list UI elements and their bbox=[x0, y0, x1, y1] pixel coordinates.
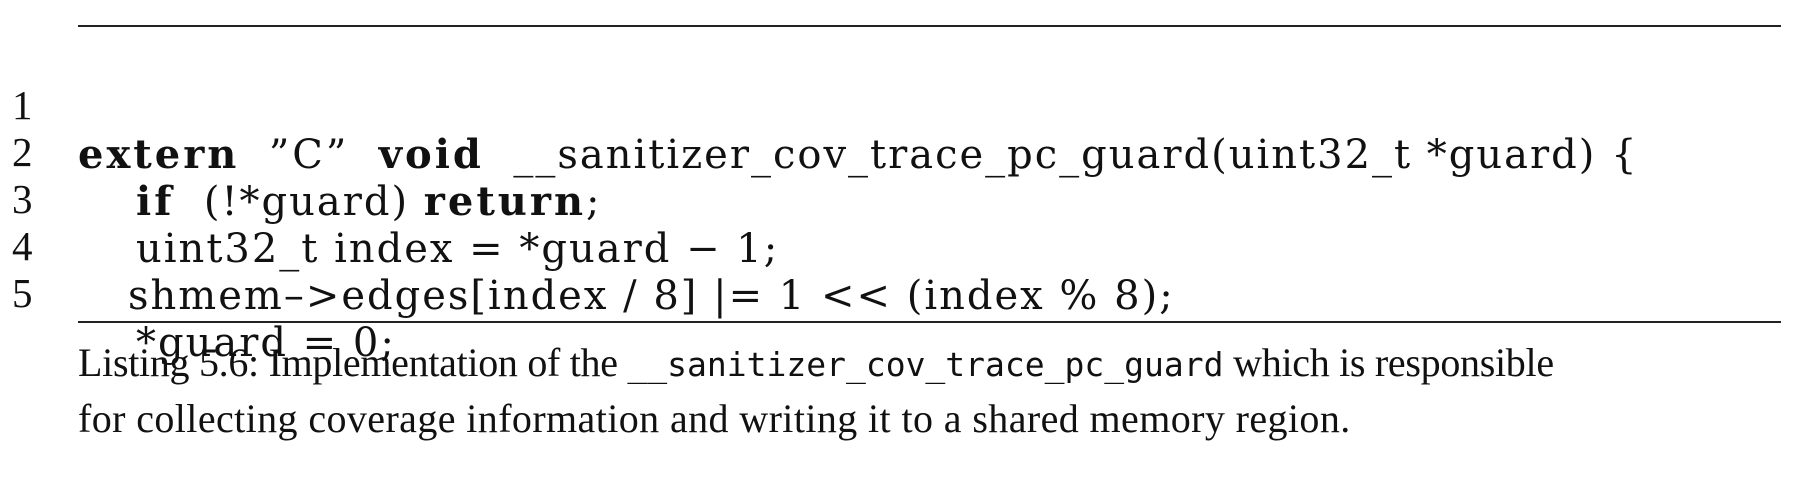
code-line-3: 3 uint32_t index = *guard − 1; bbox=[0, 124, 1817, 272]
caption-text-before: Implementation of the bbox=[268, 340, 618, 385]
line-number: 3 bbox=[12, 176, 33, 222]
keyword-return: return bbox=[423, 178, 587, 225]
code-line-1: 1 extern ”C” void __sanitizer_cov_trace_… bbox=[0, 30, 1817, 178]
caption-label: Listing 5.6: bbox=[78, 340, 259, 385]
caption-text-after: which is responsible bbox=[1233, 340, 1554, 385]
code-line-4: 4 shmem–>edges[index / 8] |= 1 << (index… bbox=[0, 171, 1817, 319]
keyword-extern: extern bbox=[78, 131, 240, 178]
listing-caption: Listing 5.6: Implementation of the __san… bbox=[78, 336, 1783, 446]
condition: (!*guard) bbox=[203, 179, 410, 225]
code-text: extern ”C” void __sanitizer_cov_trace_pc… bbox=[78, 130, 1639, 180]
semicolon: ; bbox=[586, 179, 602, 225]
line-number: 1 bbox=[12, 82, 33, 128]
function-signature: __sanitizer_cov_trace_pc_guard(uint32_t … bbox=[513, 132, 1639, 178]
code-text: if (!*guard) return; bbox=[136, 177, 602, 227]
code-line-5: 5 *guard = 0; bbox=[0, 218, 1817, 366]
code-text: uint32_t index = *guard − 1; bbox=[136, 226, 780, 272]
line-number: 2 bbox=[12, 129, 33, 175]
bottom-rule bbox=[78, 321, 1781, 323]
caption-function-name: __sanitizer_cov_trace_pc_guard bbox=[627, 345, 1224, 384]
code-line-2: 2 if (!*guard) return; bbox=[0, 77, 1817, 225]
top-rule bbox=[78, 25, 1781, 27]
keyword-if: if bbox=[136, 178, 175, 225]
line-number: 5 bbox=[12, 270, 33, 316]
line-number: 4 bbox=[12, 223, 33, 269]
caption-line-2: for collecting coverage information and … bbox=[78, 396, 1351, 441]
code-text: *guard = 0; bbox=[136, 320, 396, 366]
code-text: shmem–>edges[index / 8] |= 1 << (index %… bbox=[128, 273, 1175, 319]
caption-line-1: Listing 5.6: Implementation of the __san… bbox=[78, 336, 1783, 392]
string-literal: ”C” bbox=[268, 132, 350, 178]
keyword-void: void bbox=[378, 131, 484, 178]
